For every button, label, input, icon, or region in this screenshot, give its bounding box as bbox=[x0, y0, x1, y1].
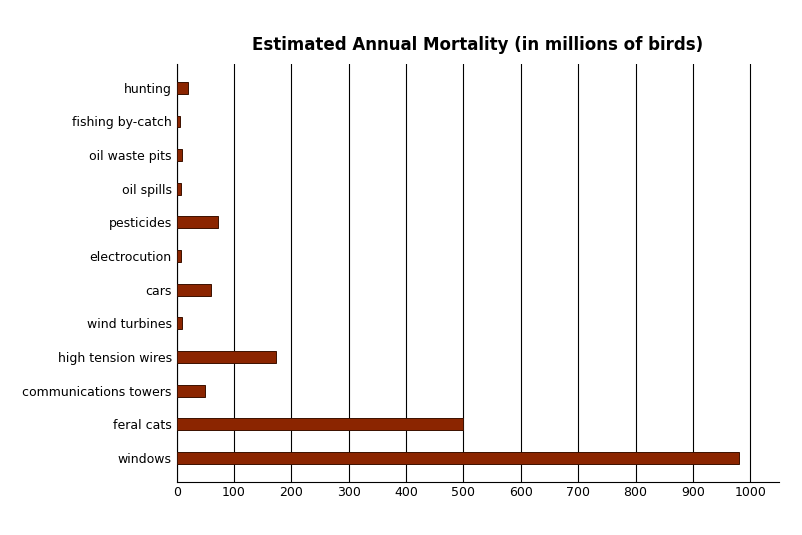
Bar bbox=[176, 452, 738, 464]
Bar bbox=[176, 82, 188, 94]
Bar bbox=[176, 250, 181, 262]
Bar bbox=[176, 284, 211, 295]
Bar bbox=[176, 217, 217, 228]
Bar bbox=[176, 317, 182, 329]
Bar bbox=[176, 351, 276, 363]
Bar bbox=[176, 183, 180, 195]
Title: Estimated Annual Mortality (in millions of birds): Estimated Annual Mortality (in millions … bbox=[252, 36, 703, 55]
Bar bbox=[176, 418, 463, 430]
Bar bbox=[176, 149, 181, 161]
Bar bbox=[176, 116, 180, 127]
Bar bbox=[176, 385, 205, 396]
